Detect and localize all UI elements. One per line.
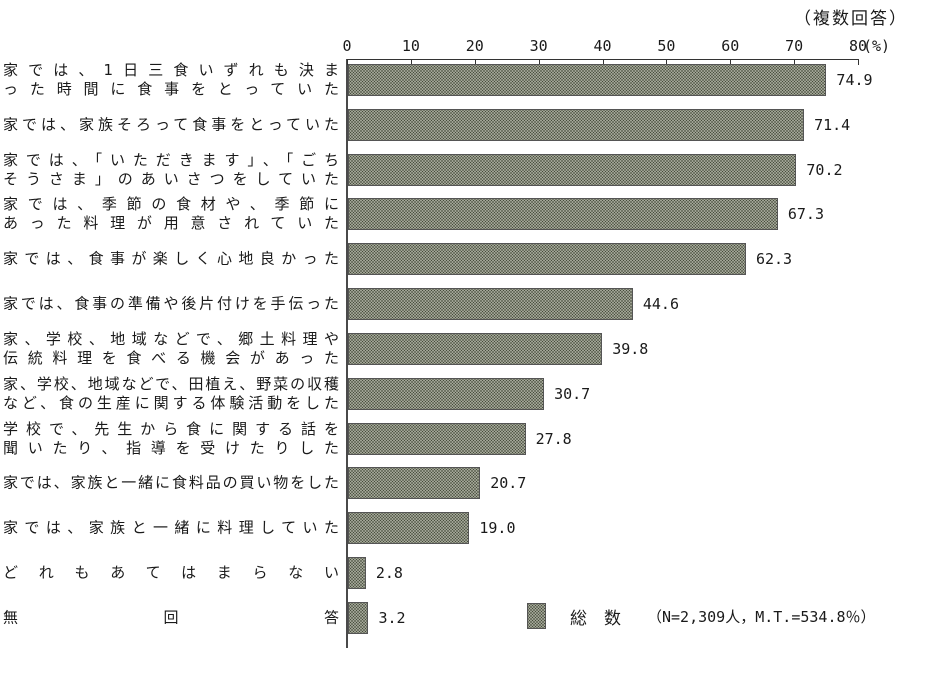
bar (348, 467, 481, 500)
value-label: 62.3 (755, 250, 793, 269)
value-label: 44.6 (642, 295, 679, 314)
x-axis-tick-label: 70 (785, 37, 804, 55)
category-label-line: 学校で、先生から食に関する話を (3, 419, 339, 438)
bar (348, 64, 827, 96)
bar (348, 108, 805, 141)
bar (348, 601, 369, 634)
x-axis-tick-mark (858, 59, 859, 65)
category-label-line: 聞いたり、指導を受けたりした (3, 438, 339, 457)
x-axis-tick-mark (410, 59, 412, 65)
category-label-line: 無回答 (3, 608, 339, 627)
x-axis-tick-mark (347, 59, 348, 65)
category-label: 家では、家族そろって食事をとっていた (3, 115, 339, 134)
category-label: 家では、「いただきます」、「ごち そうさま」のあいさつをしていた (3, 151, 339, 189)
category-label: 家では、食事が楽しく心地良かった (3, 250, 339, 269)
category-label-line: 家、学校、地域などで、郷土料理や (3, 329, 339, 348)
category-label-line: 家では、「いただきます」、「ごち (3, 150, 339, 169)
category-label-line: 家では、家族と一緒に料理していた (3, 518, 339, 537)
x-axis-tick-mark (794, 59, 796, 65)
value-label: 67.3 (787, 205, 824, 224)
category-label: 家、学校、地域などで、郷土料理や 伝統料理を食べる機会があった (3, 330, 339, 368)
category-label: 家、学校、地域などで、田植え、野菜の収穫 など、食の生産に関する体験活動をした (3, 375, 339, 413)
category-label: 家では、季節の食材や、季節に あった料理が用意されていた (3, 195, 339, 233)
value-label: 74.9 (836, 71, 873, 89)
category-label-line: 家では、食事が楽しく心地良かった (3, 249, 339, 268)
category-label-line: など、食の生産に関する体験活動をした (3, 393, 339, 412)
category-label: 家では、食事の準備や後片付けを手伝った (3, 295, 339, 314)
x-axis-tick-label: 40 (593, 37, 612, 55)
category-label-line: 家では、1日三食いずれも決ま (3, 61, 339, 79)
category-label-line: 家では、季節の食材や、季節に (3, 195, 339, 214)
x-axis-tick-mark (474, 59, 476, 65)
legend: 総 数 （N=2,309人，M.T.=534.8％） (527, 603, 876, 629)
bar (348, 557, 366, 590)
value-label: 71.4 (814, 115, 851, 134)
value-label: 27.8 (535, 429, 572, 448)
category-label-line: そうさま」のあいさつをしていた (3, 169, 339, 188)
bar (348, 512, 470, 545)
bar (348, 243, 746, 276)
value-label: 3.2 (378, 608, 406, 627)
x-axis-tick-label: 50 (657, 37, 676, 55)
legend-series-name: 総 数 (570, 608, 621, 629)
category-label-line: 家、学校、地域などで、田植え、野菜の収穫 (3, 374, 339, 393)
x-axis-tick-mark (666, 59, 668, 65)
x-axis-tick-label: 20 (465, 37, 484, 55)
x-axis-tick-label: 30 (529, 37, 548, 55)
category-label-line: どれもあてはまらない (3, 563, 339, 582)
category-label-line: 伝統料理を食べる機会があった (3, 348, 339, 367)
x-axis-unit-label: (%) (863, 37, 891, 55)
legend-detail: （N=2,309人，M.T.=534.8％） (647, 607, 876, 626)
category-label: 家では、家族と一緒に食料品の買い物をした (3, 474, 339, 493)
x-axis-tick-label: 80 (848, 37, 868, 55)
x-axis-tick-mark (602, 59, 604, 65)
y-axis-line (346, 59, 348, 648)
category-label-line: 家では、家族そろって食事をとっていた (3, 115, 339, 134)
x-axis-tick-label: 60 (721, 37, 740, 55)
category-label-line: 家では、家族と一緒に食料品の買い物をした (3, 473, 339, 492)
value-label: 2.8 (375, 564, 403, 583)
bar (348, 332, 603, 365)
category-label-line: った時間に食事をとっていた (3, 80, 339, 98)
value-label: 20.7 (490, 474, 527, 493)
value-label: 39.8 (612, 339, 649, 358)
bar (348, 377, 545, 410)
bar (348, 422, 526, 455)
bar (348, 153, 797, 186)
value-label: 70.2 (806, 160, 843, 179)
category-label: 家では、家族と一緒に料理していた (3, 519, 339, 538)
bar (348, 198, 778, 231)
category-label-line: 家では、食事の準備や後片付けを手伝った (3, 294, 339, 313)
x-axis-tick-mark (730, 59, 732, 65)
category-label: 学校で、先生から食に関する話を 聞いたり、指導を受けたりした (3, 420, 339, 458)
chart-note: （複数回答） (794, 9, 908, 29)
x-axis-tick-mark (538, 59, 540, 65)
bar (348, 288, 633, 321)
category-label: どれもあてはまらない (3, 564, 339, 583)
value-label: 30.7 (554, 384, 591, 403)
legend-swatch (527, 603, 546, 629)
category-label-line: あった料理が用意されていた (3, 214, 339, 233)
x-axis-tick-label: 10 (401, 37, 420, 55)
x-axis-tick-label: 0 (342, 37, 352, 55)
category-label: 家では、1日三食いずれも決ま った時間に食事をとっていた (3, 61, 339, 99)
value-label: 19.0 (479, 519, 516, 538)
category-label: 無回答 (3, 608, 339, 627)
